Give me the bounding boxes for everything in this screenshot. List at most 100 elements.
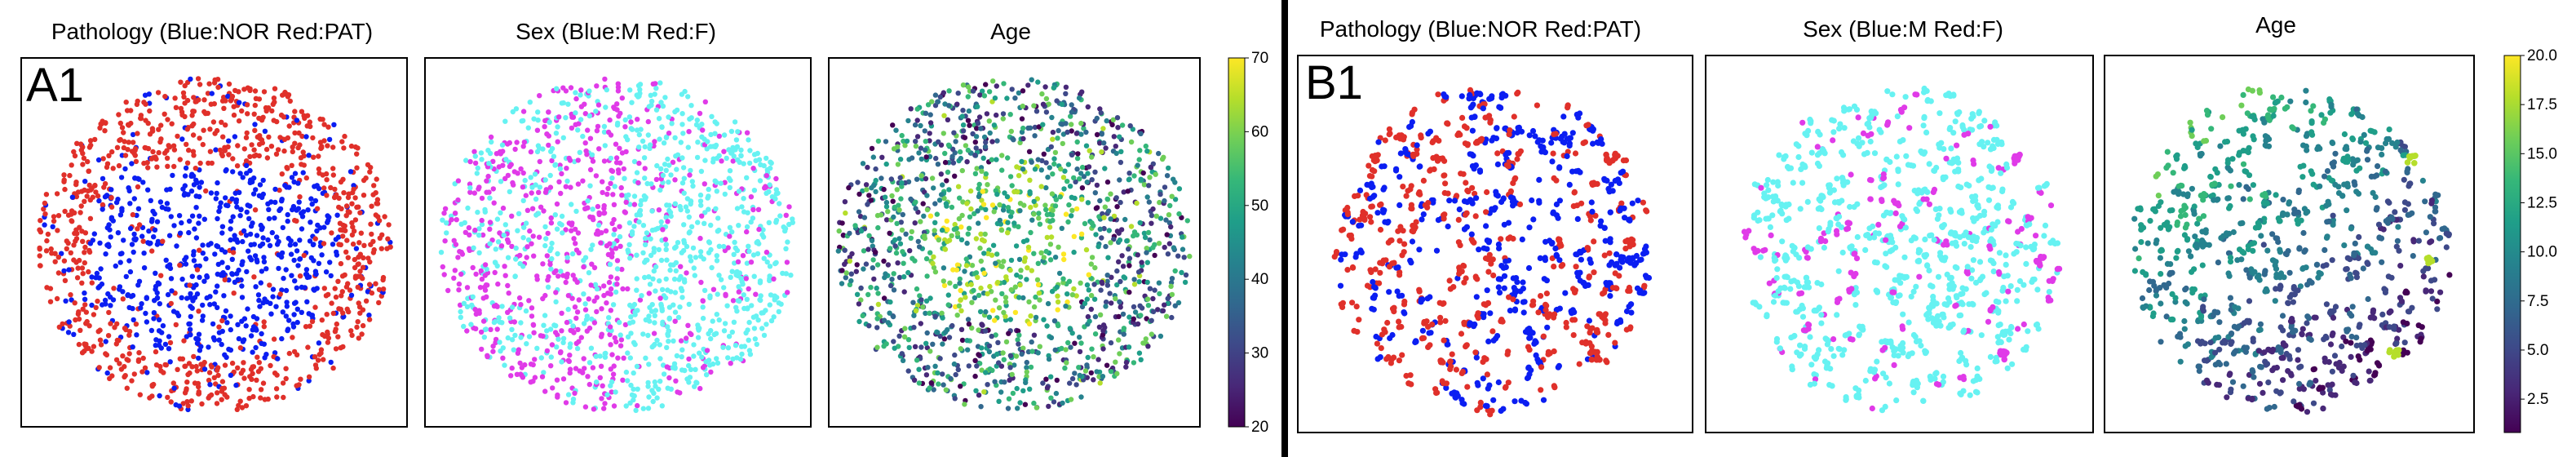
scatter-point bbox=[986, 314, 993, 320]
scatter-point bbox=[332, 286, 338, 291]
scatter-point bbox=[578, 117, 584, 122]
scatter-point bbox=[984, 215, 989, 220]
scatter-point bbox=[710, 318, 715, 324]
scatter-point bbox=[1044, 211, 1051, 218]
scatter-point bbox=[915, 238, 922, 245]
scatter-point bbox=[258, 395, 263, 401]
scatter-point bbox=[856, 191, 862, 197]
scatter-point bbox=[250, 364, 255, 370]
scatter-point bbox=[642, 175, 648, 181]
scatter-point bbox=[865, 164, 870, 171]
scatter-point bbox=[483, 326, 489, 332]
scatter-point bbox=[71, 242, 77, 248]
scatter-point bbox=[79, 228, 85, 234]
scatter-point bbox=[959, 212, 965, 219]
scatter-point bbox=[162, 111, 167, 117]
scatter-point bbox=[586, 88, 592, 94]
scatter-point bbox=[1063, 84, 1069, 91]
scatter-point bbox=[201, 366, 208, 372]
scatter-point bbox=[688, 366, 694, 372]
scatter-point bbox=[1007, 112, 1013, 118]
scatter-point bbox=[1075, 151, 1081, 157]
scatter-point bbox=[1638, 256, 1644, 263]
scatter-point bbox=[568, 184, 573, 190]
scatter-point bbox=[330, 166, 336, 171]
scatter-point bbox=[1013, 243, 1020, 249]
scatter-point bbox=[924, 344, 931, 351]
scatter-point bbox=[648, 236, 653, 242]
scatter-point bbox=[941, 336, 948, 342]
scatter-point bbox=[659, 286, 666, 293]
scatter-point bbox=[247, 153, 253, 160]
scatter-point bbox=[273, 304, 279, 309]
scatter-point bbox=[1009, 210, 1015, 215]
scatter-point bbox=[651, 343, 657, 348]
scatter-point bbox=[553, 131, 560, 136]
scatter-point bbox=[881, 258, 887, 264]
scatter-point bbox=[963, 295, 968, 300]
scatter-point bbox=[211, 301, 217, 307]
scatter-point bbox=[94, 270, 100, 277]
scatter-point bbox=[67, 172, 73, 179]
scatter-point bbox=[464, 285, 471, 291]
scatter-point bbox=[1028, 229, 1033, 236]
scatter-point bbox=[1570, 203, 1577, 210]
scatter-point bbox=[305, 207, 311, 213]
scatter-point bbox=[59, 251, 64, 256]
scatter-point bbox=[983, 140, 989, 145]
scatter-point bbox=[139, 369, 145, 375]
scatter-point bbox=[69, 297, 74, 303]
scatter-point bbox=[727, 168, 733, 174]
scatter-point bbox=[953, 371, 958, 378]
scatter-point bbox=[580, 133, 586, 140]
scatter-point bbox=[922, 128, 928, 134]
scatter-point bbox=[560, 230, 565, 236]
scatter-point bbox=[909, 155, 915, 161]
scatter-point bbox=[510, 109, 516, 115]
scatter-point bbox=[160, 238, 166, 244]
scatter-point bbox=[85, 188, 91, 194]
scatter-point bbox=[994, 251, 1000, 257]
scatter-point bbox=[278, 112, 285, 118]
scatter-point bbox=[741, 344, 748, 349]
scatter-point bbox=[871, 183, 877, 189]
scatter-point bbox=[355, 284, 361, 291]
scatter-point bbox=[598, 334, 604, 339]
scatter-point bbox=[498, 151, 503, 157]
scatter-point bbox=[86, 345, 91, 351]
scatter-point bbox=[663, 167, 669, 173]
scatter-point bbox=[325, 220, 330, 225]
scatter-point bbox=[756, 226, 762, 233]
scatter-point bbox=[889, 277, 895, 282]
scatter-point bbox=[931, 185, 936, 191]
scatter-point bbox=[226, 138, 232, 144]
scatter-point bbox=[979, 345, 985, 351]
scatter-point bbox=[594, 379, 600, 385]
scatter-point bbox=[162, 341, 169, 348]
scatter-point bbox=[213, 196, 219, 202]
scatter-point bbox=[953, 139, 958, 144]
scatter-point bbox=[549, 240, 555, 246]
scatter-point bbox=[1635, 197, 1641, 204]
scatter-point bbox=[935, 370, 941, 376]
scatter-point bbox=[537, 184, 542, 190]
scatter-point bbox=[64, 238, 70, 244]
scatter-point bbox=[209, 91, 215, 96]
scatter-point bbox=[382, 214, 387, 220]
scatter-point bbox=[727, 184, 733, 191]
scatter-point bbox=[277, 135, 283, 140]
scatter-point bbox=[860, 313, 865, 319]
scatter-point bbox=[55, 213, 62, 219]
scatter-point bbox=[913, 308, 919, 314]
scatter-point bbox=[871, 276, 877, 282]
scatter-point bbox=[453, 242, 459, 247]
scatter-point bbox=[665, 332, 671, 339]
scatter-point bbox=[1114, 268, 1120, 274]
scatter-point bbox=[167, 359, 173, 365]
scatter-point bbox=[74, 275, 81, 281]
scatter-point bbox=[578, 87, 584, 93]
scatter-point bbox=[1054, 284, 1060, 290]
scatter-point bbox=[870, 257, 876, 263]
scatter-point bbox=[757, 178, 764, 184]
scatter-point bbox=[1083, 143, 1090, 149]
